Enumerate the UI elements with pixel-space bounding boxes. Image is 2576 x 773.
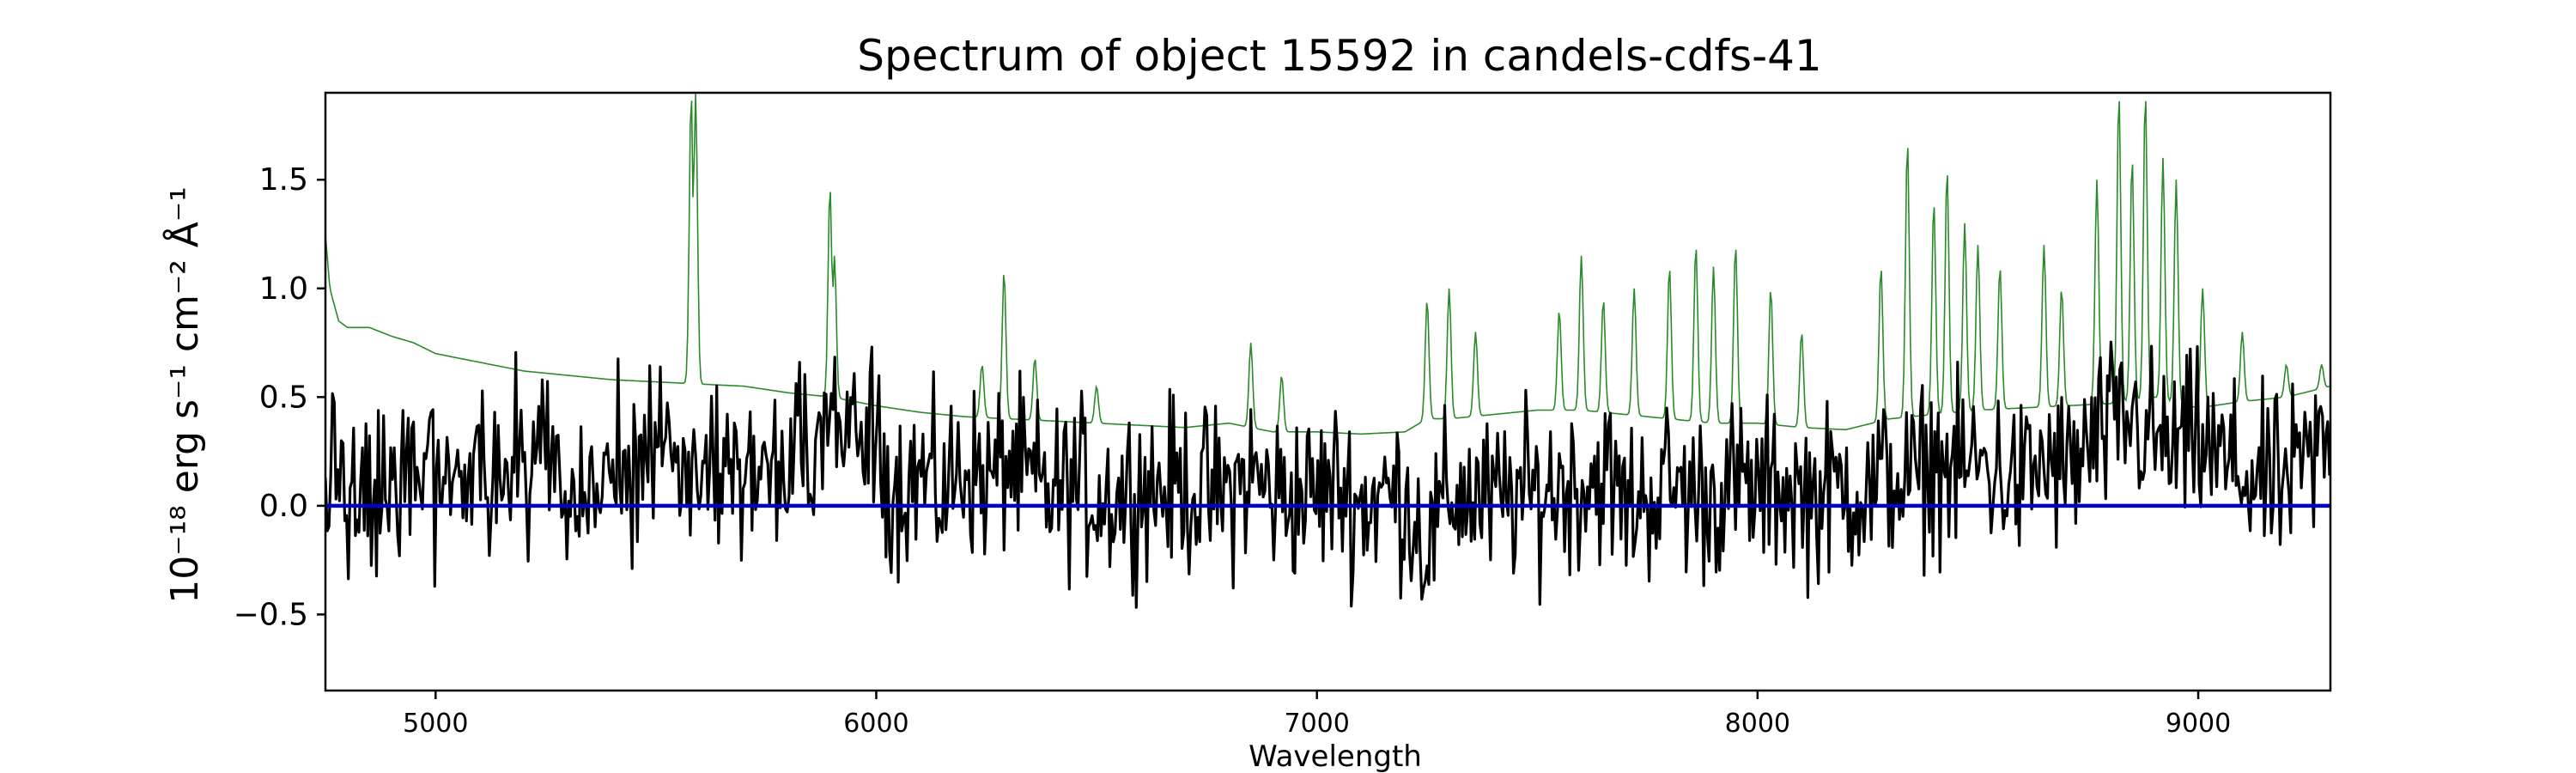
plot-area bbox=[324, 91, 2332, 692]
x-axis: 5000 6000 7000 8000 9000 bbox=[403, 691, 2231, 739]
x-tick-label: 8000 bbox=[1725, 709, 1790, 739]
chart-title: Spectrum of object 15592 in candels-cdfs… bbox=[857, 31, 1822, 81]
plot-frame bbox=[324, 91, 2332, 692]
y-axis: −0.5 0.0 0.5 1.0 1.5 bbox=[234, 162, 325, 632]
y-tick-label: 0.5 bbox=[259, 380, 308, 415]
y-tick-label: 1.0 bbox=[259, 271, 308, 307]
y-axis-label: 10⁻¹⁸ erg s⁻¹ cm⁻² Å⁻¹ bbox=[161, 186, 207, 603]
x-tick-label: 5000 bbox=[403, 709, 468, 739]
object-spectrum-line bbox=[325, 340, 2330, 609]
y-tick-label: −0.5 bbox=[234, 597, 308, 632]
x-tick-label: 9000 bbox=[2166, 709, 2231, 739]
x-tick-label: 7000 bbox=[1284, 709, 1349, 739]
model-spectrum-line bbox=[325, 93, 2330, 435]
x-axis-label: Wavelength bbox=[1249, 740, 1422, 773]
x-tick-label: 6000 bbox=[843, 709, 908, 739]
y-tick-label: 1.5 bbox=[259, 162, 308, 198]
y-tick-label: 0.0 bbox=[259, 489, 308, 524]
